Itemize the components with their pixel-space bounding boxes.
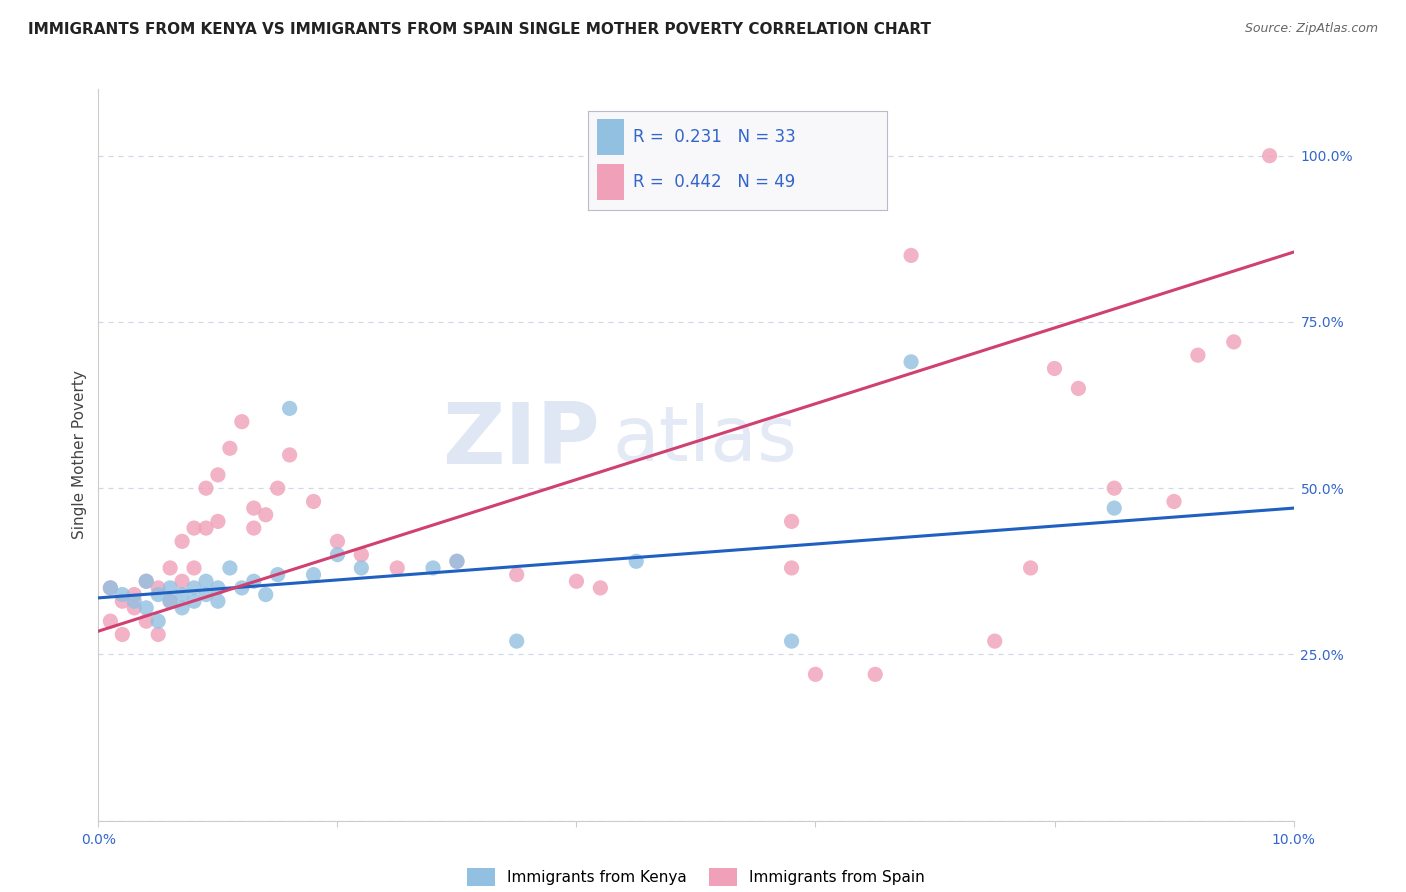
Point xyxy=(159,594,181,608)
Point xyxy=(1067,381,1090,395)
Point xyxy=(278,448,301,462)
Point xyxy=(589,581,612,595)
Point xyxy=(278,401,301,416)
Point xyxy=(326,548,349,562)
Text: ZIP: ZIP xyxy=(443,399,600,482)
Point xyxy=(780,515,803,529)
Point xyxy=(172,600,194,615)
Text: atlas: atlas xyxy=(613,403,797,477)
Point xyxy=(1104,501,1126,516)
Point xyxy=(243,574,266,589)
Point xyxy=(195,481,218,495)
Point xyxy=(183,561,205,575)
Point xyxy=(124,600,146,615)
Point xyxy=(302,567,325,582)
Point xyxy=(148,581,170,595)
Point xyxy=(111,588,134,602)
Point xyxy=(780,634,803,648)
Point xyxy=(1163,494,1185,508)
Point xyxy=(207,581,229,595)
Point xyxy=(1104,481,1126,495)
Point xyxy=(254,588,277,602)
Point xyxy=(267,481,290,495)
Point xyxy=(804,667,827,681)
Point xyxy=(350,561,373,575)
Point xyxy=(195,574,218,589)
Point xyxy=(254,508,277,522)
Point xyxy=(159,581,181,595)
Point xyxy=(100,614,122,628)
Point xyxy=(446,554,468,568)
Point xyxy=(506,634,529,648)
Point xyxy=(1258,149,1281,163)
Point xyxy=(865,667,887,681)
Point xyxy=(195,588,218,602)
Point xyxy=(900,248,922,262)
Point xyxy=(1019,561,1042,575)
Point xyxy=(172,588,194,602)
Point xyxy=(111,594,134,608)
Point xyxy=(183,581,205,595)
Point xyxy=(207,515,229,529)
Point xyxy=(506,567,529,582)
Point xyxy=(124,588,146,602)
Point xyxy=(219,442,242,456)
Point xyxy=(124,594,146,608)
Point xyxy=(111,627,134,641)
Point xyxy=(1223,334,1246,349)
Y-axis label: Single Mother Poverty: Single Mother Poverty xyxy=(72,370,87,540)
Point xyxy=(231,415,253,429)
Point xyxy=(780,561,803,575)
Point xyxy=(195,521,218,535)
Legend: Immigrants from Kenya, Immigrants from Spain: Immigrants from Kenya, Immigrants from S… xyxy=(467,869,925,886)
Point xyxy=(135,614,157,628)
Point xyxy=(159,594,181,608)
Point xyxy=(446,554,468,568)
Point xyxy=(626,554,648,568)
Point xyxy=(183,521,205,535)
Text: Source: ZipAtlas.com: Source: ZipAtlas.com xyxy=(1244,22,1378,36)
Point xyxy=(148,588,170,602)
Point xyxy=(243,501,266,516)
Point xyxy=(1043,361,1066,376)
Text: IMMIGRANTS FROM KENYA VS IMMIGRANTS FROM SPAIN SINGLE MOTHER POVERTY CORRELATION: IMMIGRANTS FROM KENYA VS IMMIGRANTS FROM… xyxy=(28,22,931,37)
Point xyxy=(172,534,194,549)
Point xyxy=(267,567,290,582)
Point xyxy=(148,614,170,628)
Point xyxy=(207,467,229,482)
Point xyxy=(350,548,373,562)
Point xyxy=(1187,348,1209,362)
Point xyxy=(148,627,170,641)
Point xyxy=(219,561,242,575)
Point xyxy=(565,574,588,589)
Point xyxy=(159,561,181,575)
Point xyxy=(135,574,157,589)
Point xyxy=(100,581,122,595)
Point xyxy=(135,574,157,589)
Point xyxy=(100,581,122,595)
Point xyxy=(422,561,444,575)
Point xyxy=(231,581,253,595)
Point xyxy=(900,355,922,369)
Point xyxy=(207,594,229,608)
Point xyxy=(984,634,1007,648)
Point xyxy=(243,521,266,535)
Point xyxy=(302,494,325,508)
Point xyxy=(135,600,157,615)
Point xyxy=(326,534,349,549)
Point xyxy=(172,574,194,589)
Point xyxy=(183,594,205,608)
Point xyxy=(385,561,409,575)
